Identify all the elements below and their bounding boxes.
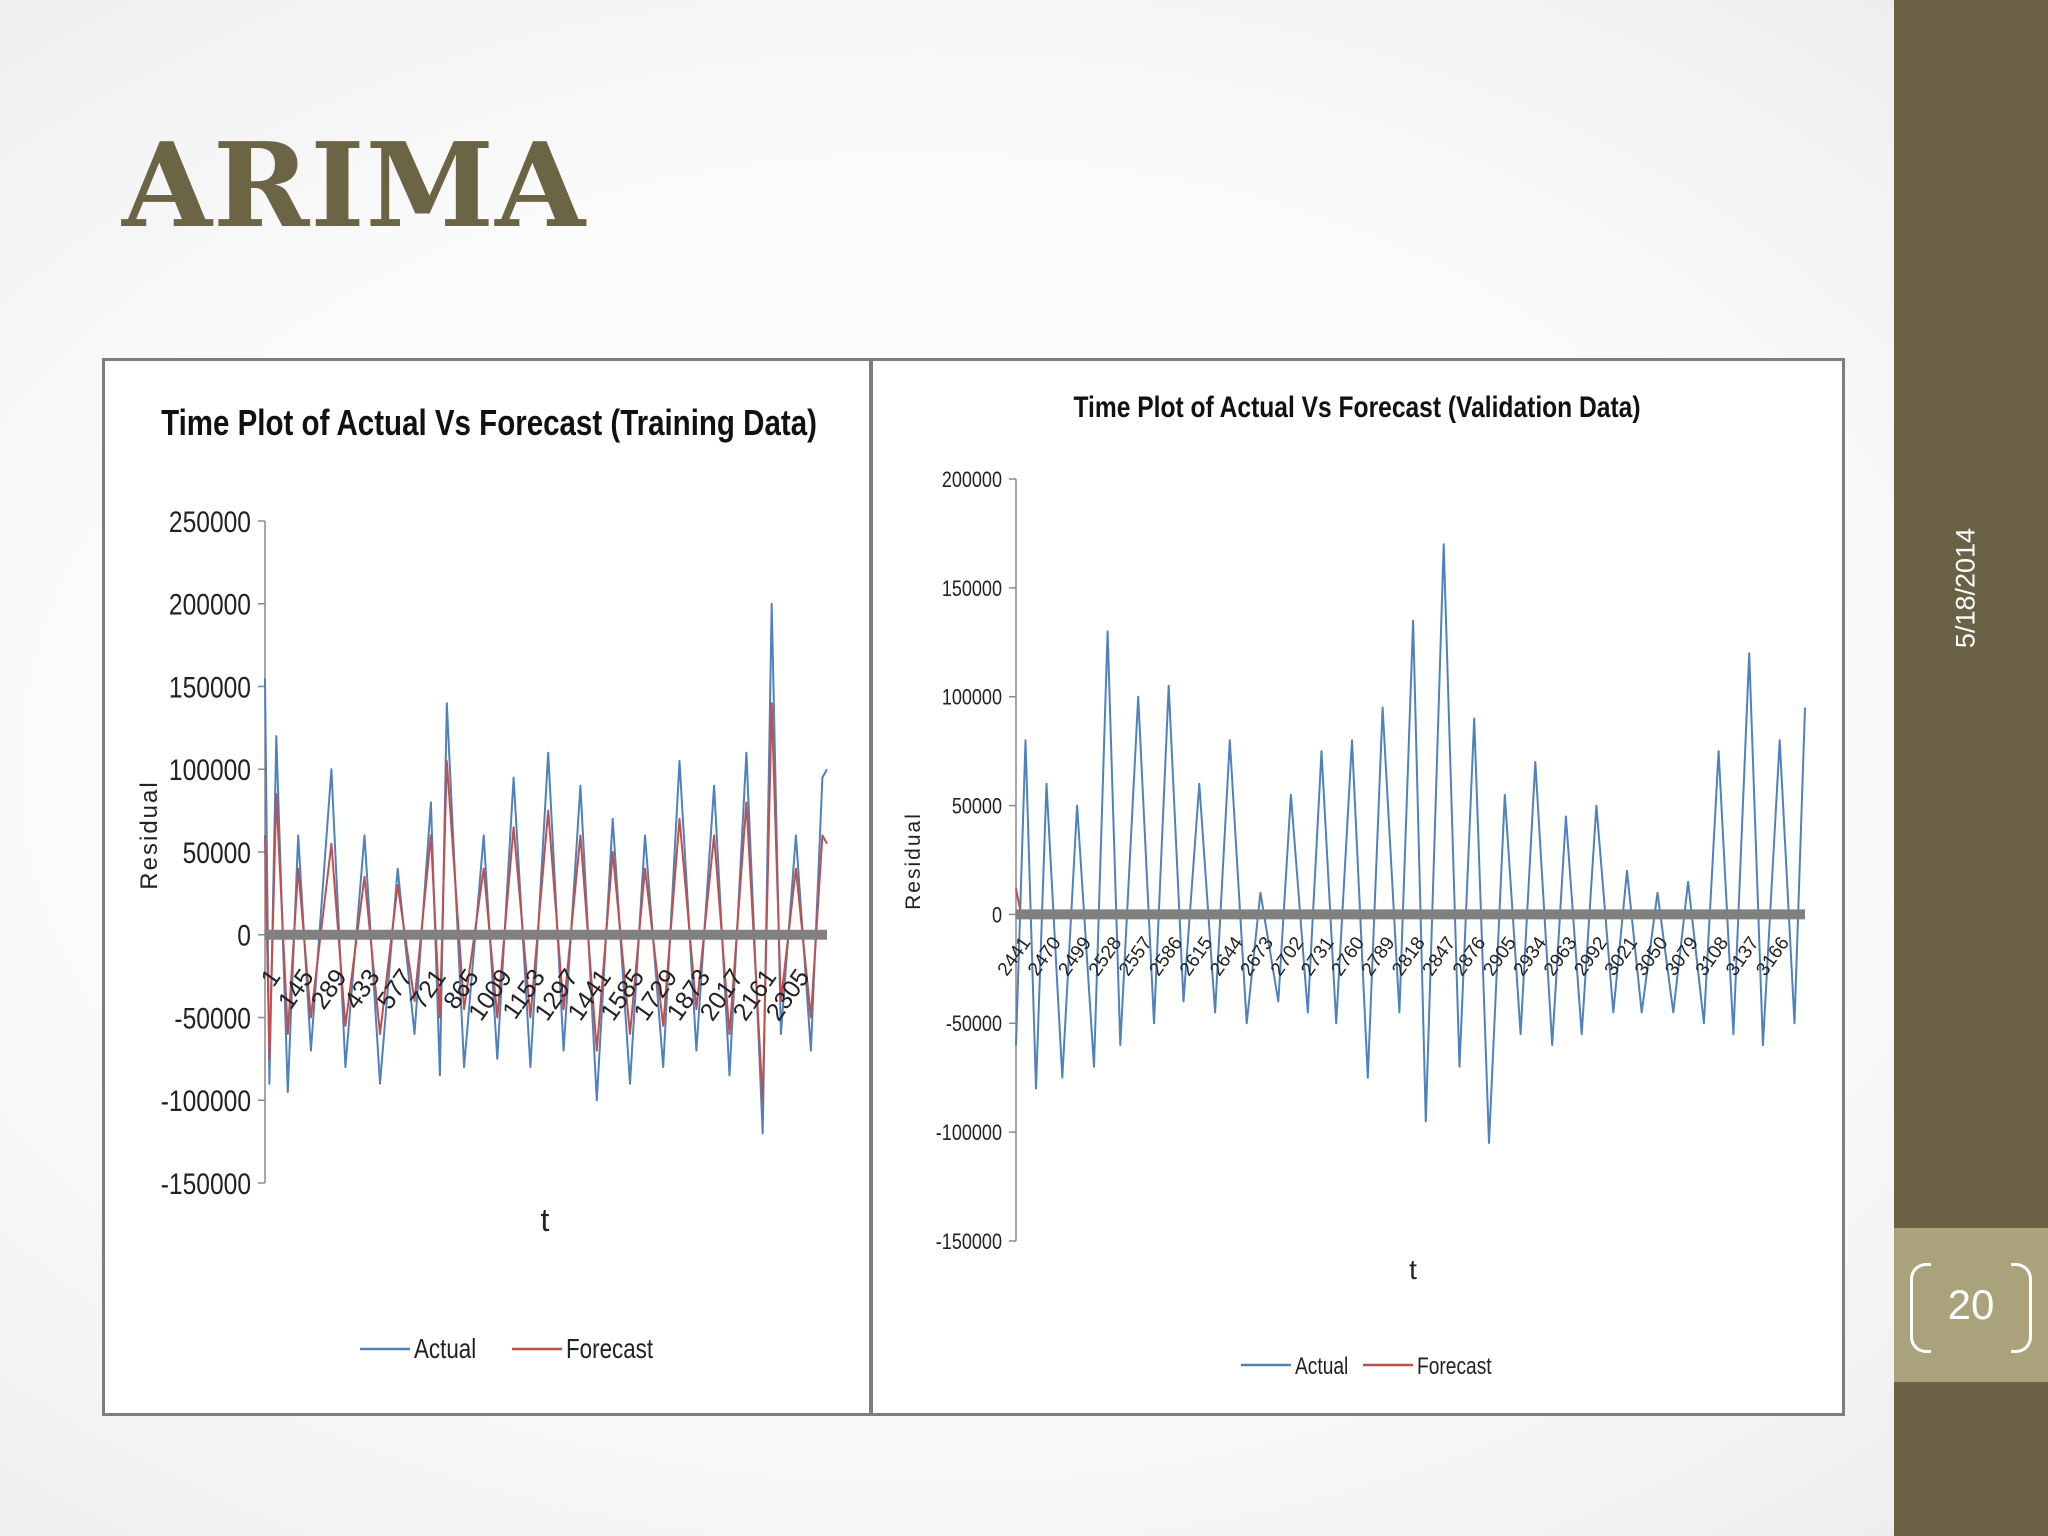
training-y-tick-label: 50000 (183, 835, 251, 869)
validation-x-axis-label: t (1409, 1254, 1417, 1285)
training-x-axis-label: t (541, 1202, 550, 1238)
validation-y-tick-label: -150000 (936, 1230, 1002, 1254)
slide-date-text: 5/18/2014 (1950, 527, 1981, 649)
validation-x-tick-label: 2470 (1024, 933, 1065, 980)
validation-y-tick-label: 150000 (942, 577, 1002, 601)
training-y-tick-label: -50000 (174, 1001, 251, 1035)
page-number: 20 (1947, 1281, 1995, 1328)
validation-y-tick-label: 100000 (942, 686, 1002, 710)
validation-x-tick-label: 2499 (1055, 933, 1096, 980)
training-y-tick-label: 200000 (169, 587, 251, 621)
training-chart-title: Time Plot of Actual Vs Forecast (Trainin… (161, 402, 817, 442)
training-chart-panel: Time Plot of Actual Vs Forecast (Trainin… (102, 358, 872, 1416)
slide-title: ARIMA (122, 118, 587, 254)
right-bracket-icon (2011, 1263, 2032, 1353)
validation-y-tick-label: 50000 (952, 795, 1002, 819)
training-legend-forecast-label: Forecast (566, 1334, 653, 1365)
training-chart: Time Plot of Actual Vs Forecast (Trainin… (136, 402, 828, 1365)
validation-y-tick-label: 0 (992, 904, 1002, 928)
training-y-tick-label: 0 (237, 918, 251, 952)
validation-chart-panel: Time Plot of Actual Vs Forecast (Validat… (870, 358, 1845, 1416)
training-series-forecast (264, 702, 828, 1102)
validation-y-axis-label: Residual (902, 812, 925, 910)
validation-x-tick-label: 2528 (1085, 933, 1126, 980)
page-number-box: 20 (1894, 1228, 2048, 1382)
training-y-axis-label: Residual (136, 780, 163, 889)
training-series-actual (264, 602, 828, 1135)
training-y-tick-label: 100000 (169, 753, 251, 787)
training-y-tick-label: 150000 (169, 670, 251, 704)
training-y-tick-label: 250000 (169, 504, 251, 538)
validation-x-tick-label: 2847 (1419, 933, 1460, 980)
validation-chart-title: Time Plot of Actual Vs Forecast (Validat… (1073, 390, 1640, 424)
training-legend-actual-label: Actual (414, 1334, 476, 1365)
validation-x-tick-label: 2441 (994, 933, 1035, 980)
validation-chart: Time Plot of Actual Vs Forecast (Validat… (902, 390, 1806, 1380)
validation-x-tick-label: 2789 (1358, 933, 1399, 980)
validation-x-tick-label: 3108 (1692, 933, 1733, 980)
validation-series-actual (1015, 543, 1806, 1144)
training-y-tick-label: -150000 (161, 1166, 251, 1200)
validation-y-tick-label: -100000 (936, 1121, 1002, 1145)
training-y-tick-label: -100000 (161, 1084, 251, 1118)
validation-legend-actual-label: Actual (1295, 1352, 1348, 1380)
validation-y-tick-label: -50000 (946, 1013, 1002, 1037)
validation-legend-forecast-label: Forecast (1417, 1352, 1492, 1380)
validation-y-tick-label: 200000 (942, 468, 1002, 492)
left-bracket-icon (1910, 1263, 1931, 1353)
